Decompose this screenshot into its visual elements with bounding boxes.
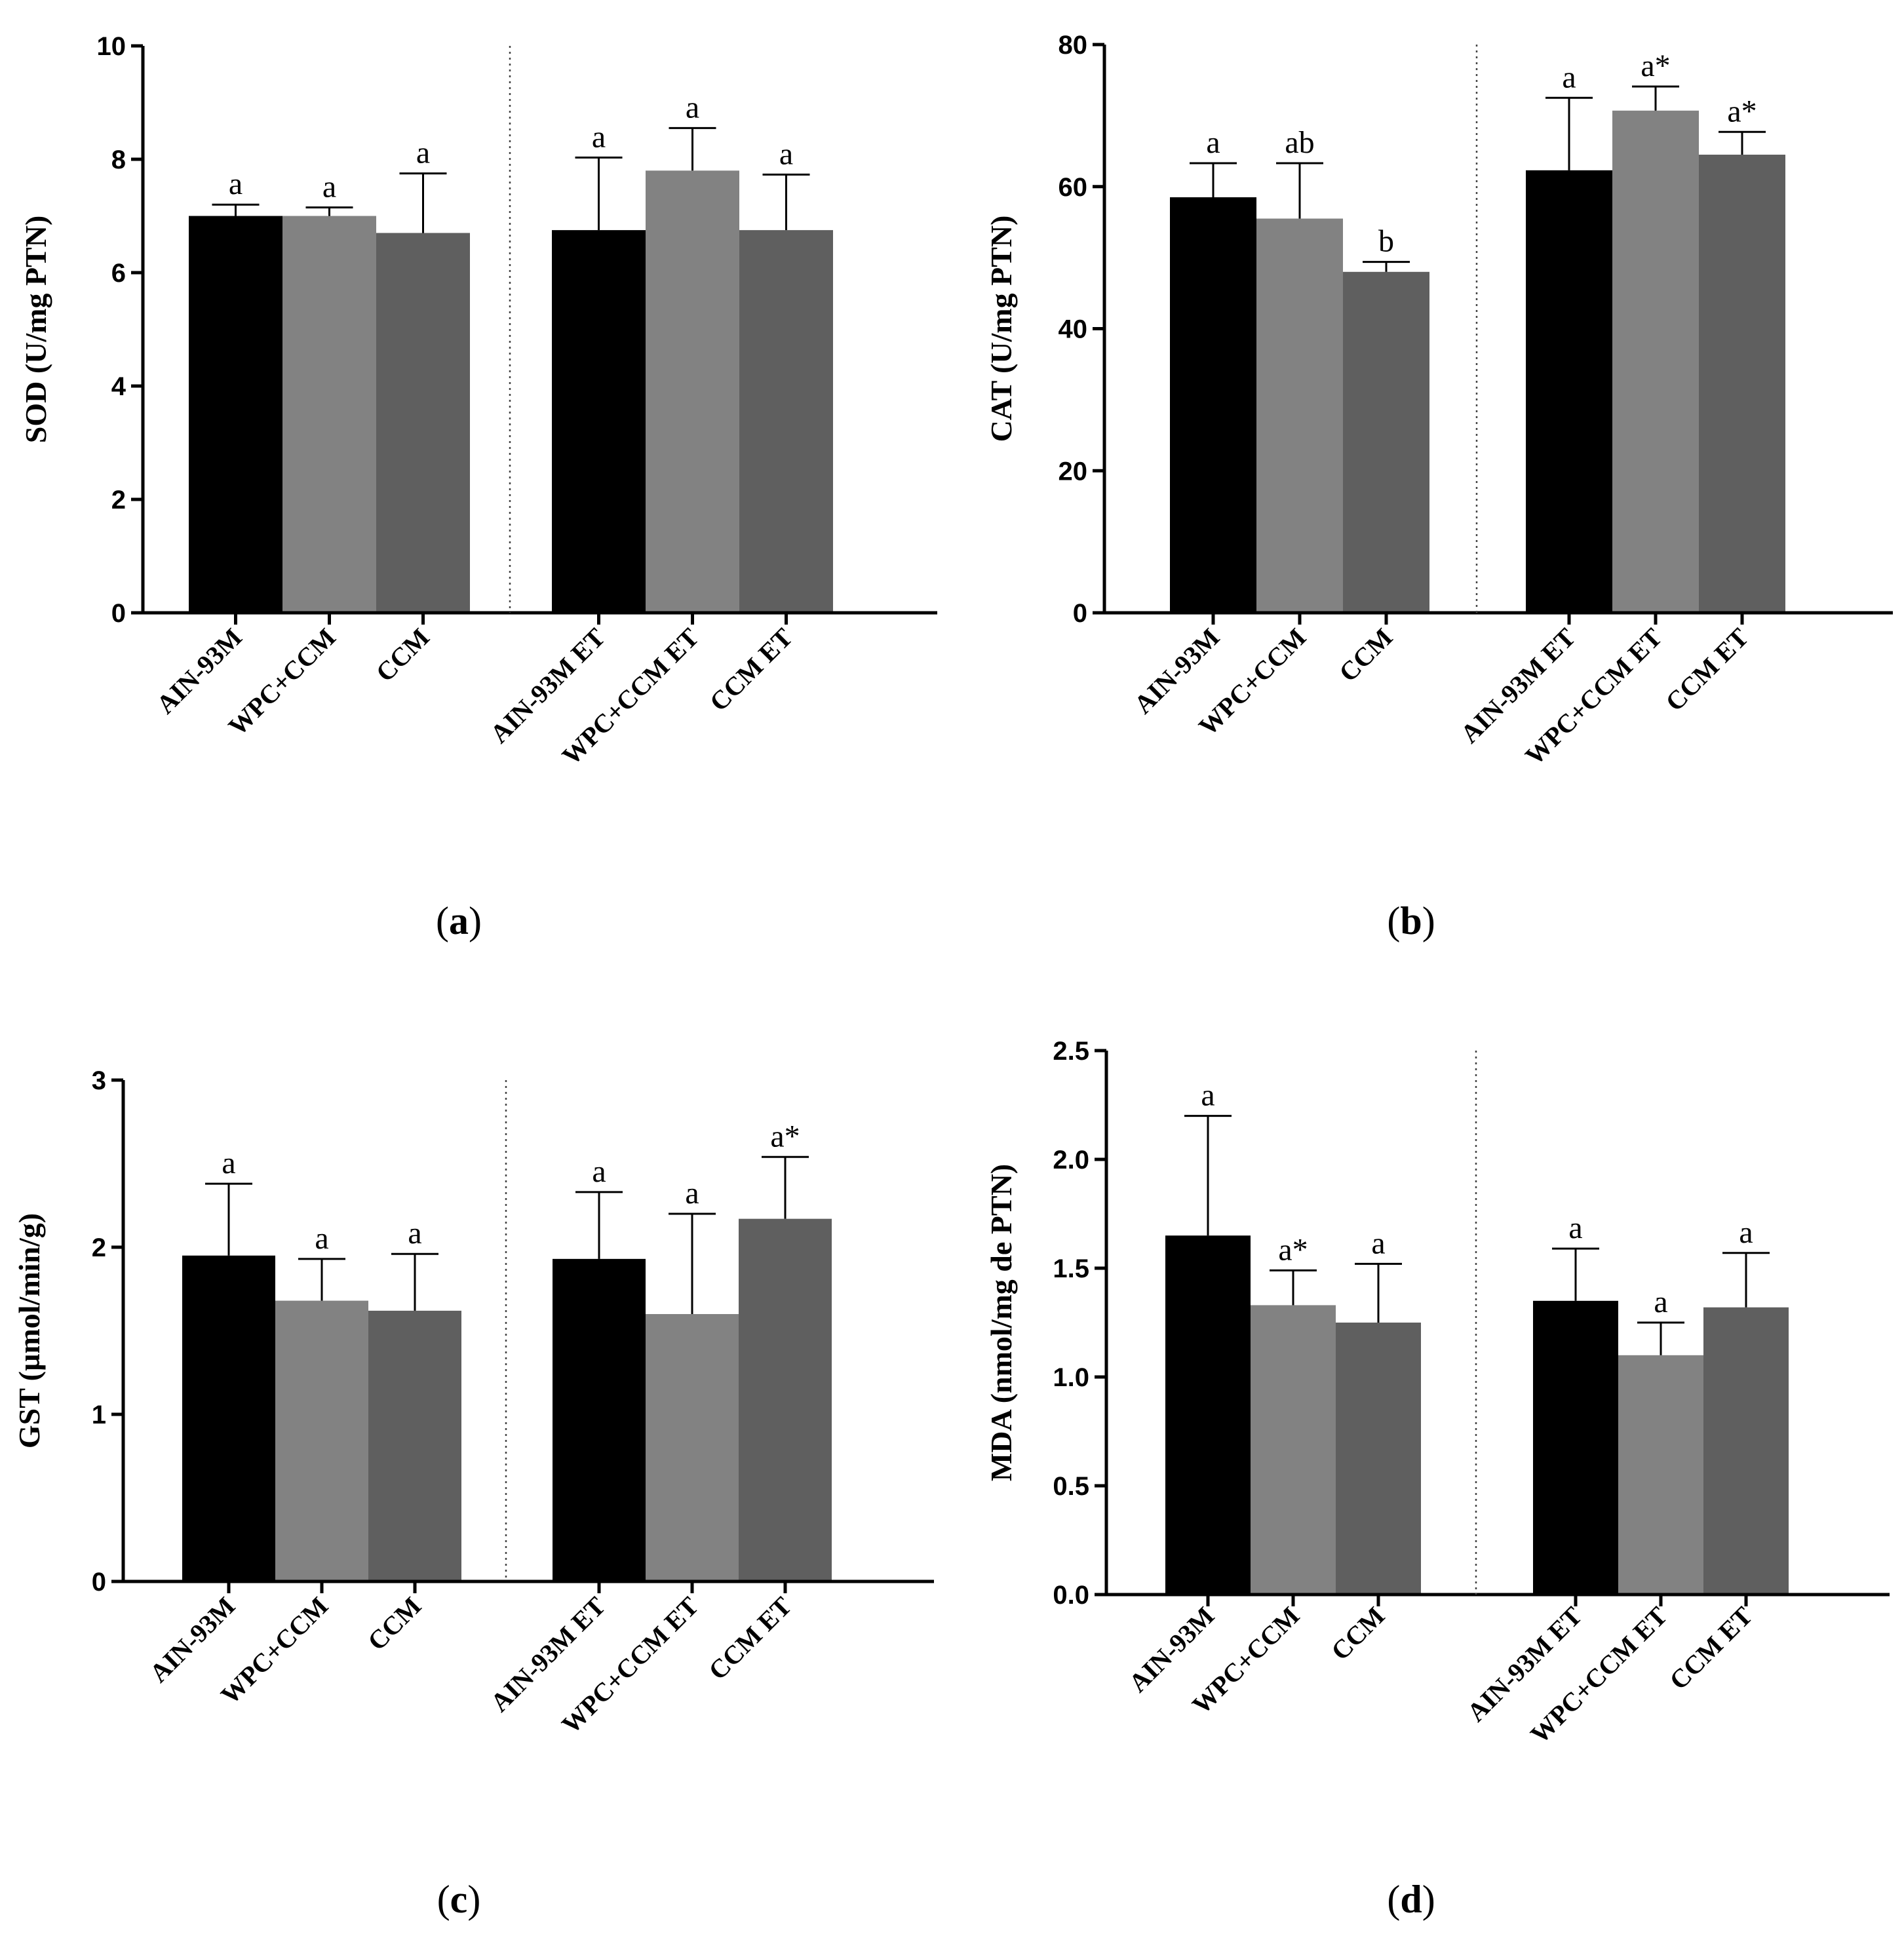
y-tick-label: 80 <box>1059 31 1088 60</box>
bar-6 <box>739 1218 832 1581</box>
significance-label-4: a <box>592 1154 606 1189</box>
category-label-1: AIN-93M <box>151 623 248 720</box>
y-tick-label: 60 <box>1059 173 1088 202</box>
y-tick-label: 1.0 <box>1053 1363 1089 1392</box>
category-label-6: CCM ET <box>704 622 798 716</box>
bar-6 <box>1699 154 1785 613</box>
y-tick-label: 2 <box>92 1233 106 1262</box>
significance-label-3: b <box>1378 224 1394 259</box>
y-tick-label: 2.0 <box>1053 1146 1089 1174</box>
bar-6 <box>1703 1307 1789 1595</box>
category-label-3: CCM <box>362 1591 427 1656</box>
bar-1 <box>1165 1235 1251 1595</box>
bar-2 <box>275 1300 368 1581</box>
panel-label: (b) <box>1387 899 1435 942</box>
bar-4 <box>553 1258 646 1581</box>
y-tick-label: 10 <box>97 32 126 61</box>
significance-label-1: a <box>222 1146 235 1180</box>
bar-3 <box>1343 271 1429 613</box>
bar-3 <box>368 1310 461 1581</box>
significance-label-4: a <box>1568 1211 1582 1245</box>
bar-1 <box>189 216 282 613</box>
y-tick-label: 1 <box>92 1401 106 1429</box>
y-axis-title: CAT (U/mg PTN) <box>984 216 1018 442</box>
panel-label: (d) <box>1387 1878 1435 1921</box>
significance-label-6: a* <box>770 1119 800 1153</box>
significance-label-5: a <box>1654 1285 1667 1319</box>
y-tick-label: 4 <box>111 372 126 401</box>
significance-label-2: ab <box>1285 125 1314 160</box>
y-tick-label: 40 <box>1059 315 1088 344</box>
y-tick-label: 0.5 <box>1053 1472 1089 1501</box>
panel-label: (c) <box>437 1878 481 1921</box>
bar-5 <box>646 170 739 613</box>
significance-label-5: a* <box>1641 48 1670 83</box>
category-label-1: AIN-93M <box>144 1591 241 1688</box>
significance-label-6: a <box>779 136 793 171</box>
bar-1 <box>1170 197 1256 613</box>
y-tick-label: 0 <box>1073 599 1087 628</box>
significance-label-1: a <box>1201 1078 1214 1113</box>
bar-1 <box>182 1255 275 1581</box>
significance-label-4: a <box>592 119 606 154</box>
significance-label-6: a <box>1739 1215 1753 1250</box>
y-axis-title: MDA (nmol/mg de PTN) <box>984 1164 1018 1481</box>
bar-5 <box>1612 110 1699 613</box>
bar-2 <box>1256 218 1343 613</box>
significance-label-5: a <box>686 90 699 125</box>
bar-2 <box>1251 1305 1336 1595</box>
category-label-3: CCM <box>1325 1601 1390 1666</box>
y-tick-label: 20 <box>1059 457 1088 486</box>
significance-label-2: a* <box>1278 1232 1308 1267</box>
y-tick-label: 0 <box>92 1568 106 1597</box>
category-label-6: CCM ET <box>703 1591 797 1685</box>
y-tick-label: 2.5 <box>1053 1037 1089 1066</box>
significance-label-6: a* <box>1727 94 1757 128</box>
bar-3 <box>1336 1323 1421 1595</box>
bar-2 <box>282 216 376 613</box>
significance-label-4: a <box>1562 60 1576 94</box>
significance-label-3: a <box>416 136 430 170</box>
category-label-3: CCM <box>370 623 435 688</box>
significance-label-2: a <box>315 1221 328 1256</box>
category-label-6: CCM ET <box>1660 622 1754 716</box>
bar-5 <box>646 1314 739 1581</box>
y-tick-label: 0.0 <box>1053 1581 1089 1610</box>
category-label-6: CCM ET <box>1663 1600 1758 1695</box>
significance-label-2: a <box>322 170 336 204</box>
bar-5 <box>1618 1355 1703 1595</box>
bar-4 <box>552 230 646 613</box>
significance-label-3: a <box>1371 1226 1385 1260</box>
bar-4 <box>1526 170 1612 613</box>
panel-label: (a) <box>436 899 482 942</box>
significance-label-1: a <box>1206 125 1220 160</box>
y-tick-label: 6 <box>111 259 126 288</box>
y-tick-label: 8 <box>111 145 126 174</box>
y-axis-title: SOD (U/mg PTN) <box>19 216 52 444</box>
significance-label-1: a <box>229 166 243 201</box>
bar-6 <box>739 230 833 613</box>
significance-label-3: a <box>408 1216 421 1250</box>
y-tick-label: 3 <box>92 1066 106 1095</box>
bar-3 <box>376 233 470 613</box>
bar-4 <box>1533 1300 1618 1595</box>
y-tick-label: 1.5 <box>1053 1254 1089 1283</box>
category-label-3: CCM <box>1333 623 1398 688</box>
significance-label-5: a <box>685 1176 699 1211</box>
y-tick-label: 0 <box>111 599 126 628</box>
y-axis-title: GST (µmol/min/g) <box>12 1213 46 1448</box>
y-tick-label: 2 <box>111 486 126 514</box>
